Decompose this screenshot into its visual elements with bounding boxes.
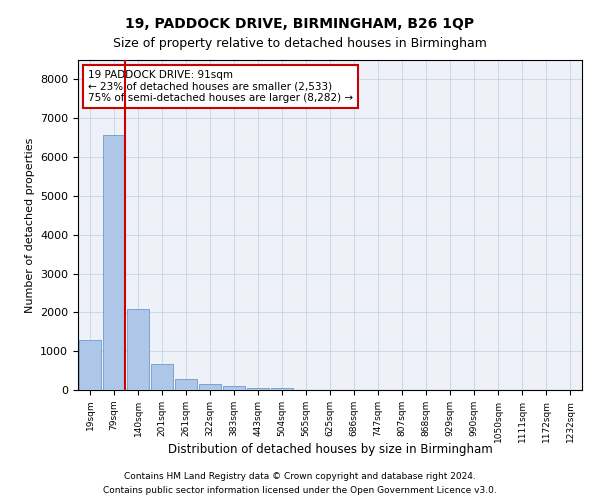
Bar — [151, 364, 173, 390]
Bar — [223, 386, 245, 390]
Bar — [271, 388, 293, 390]
Text: Distribution of detached houses by size in Birmingham: Distribution of detached houses by size … — [167, 442, 493, 456]
Y-axis label: Number of detached properties: Number of detached properties — [25, 138, 35, 312]
Bar — [79, 340, 101, 390]
Text: Contains public sector information licensed under the Open Government Licence v3: Contains public sector information licen… — [103, 486, 497, 495]
Text: 19 PADDOCK DRIVE: 91sqm
← 23% of detached houses are smaller (2,533)
75% of semi: 19 PADDOCK DRIVE: 91sqm ← 23% of detache… — [88, 70, 353, 103]
Text: Contains HM Land Registry data © Crown copyright and database right 2024.: Contains HM Land Registry data © Crown c… — [124, 472, 476, 481]
Bar — [175, 379, 197, 390]
Text: Size of property relative to detached houses in Birmingham: Size of property relative to detached ho… — [113, 38, 487, 51]
Bar — [199, 384, 221, 390]
Text: 19, PADDOCK DRIVE, BIRMINGHAM, B26 1QP: 19, PADDOCK DRIVE, BIRMINGHAM, B26 1QP — [125, 18, 475, 32]
Bar — [247, 388, 269, 390]
Bar — [103, 134, 125, 390]
Bar — [127, 309, 149, 390]
